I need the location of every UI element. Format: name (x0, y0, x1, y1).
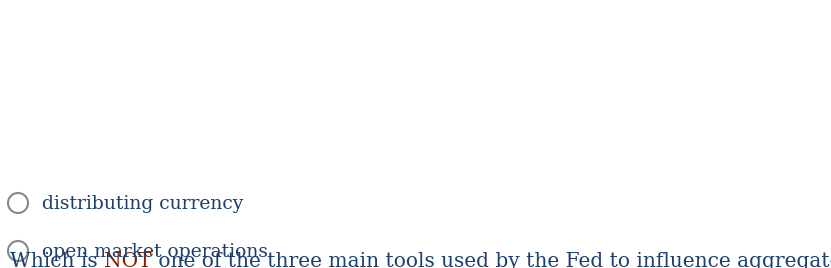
Text: NOT: NOT (104, 252, 151, 268)
Text: Which is: Which is (10, 252, 104, 268)
Text: one of the three main tools used by the Fed to influence aggregate demand?: one of the three main tools used by the … (151, 252, 831, 268)
Text: open market operations: open market operations (42, 243, 268, 261)
Text: distributing currency: distributing currency (42, 195, 243, 213)
